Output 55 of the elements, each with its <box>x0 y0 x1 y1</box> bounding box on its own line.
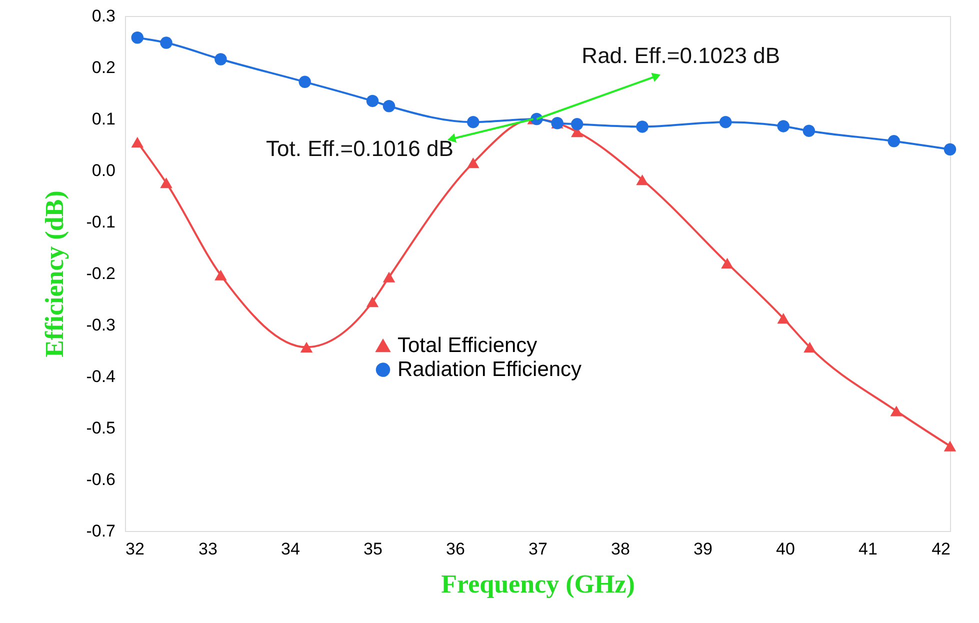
x-tick-label: 35 <box>364 540 382 558</box>
annotation: Tot. Eff.=0.1016 dB <box>266 136 454 161</box>
point <box>214 270 227 280</box>
y-tick-label: 0.1 <box>92 110 116 128</box>
x-tick-label: 41 <box>858 540 878 558</box>
x-tick-label: 39 <box>694 540 712 558</box>
point <box>888 135 900 148</box>
point <box>944 143 956 156</box>
annotation: Rad. Eff.=0.1023 dB <box>582 43 780 68</box>
legend-label: Total Efficiency <box>398 334 538 357</box>
point <box>131 136 144 148</box>
point <box>636 120 648 133</box>
point <box>214 53 227 66</box>
x-tick-label: 38 <box>611 540 630 558</box>
y-tick-label: -0.4 <box>86 367 116 386</box>
y-axis-title: Efficiency (dB) <box>40 190 70 358</box>
y-tick-label: -0.2 <box>86 264 116 283</box>
x-tick-label: 42 <box>932 540 950 558</box>
x-tick-label: 32 <box>126 540 144 558</box>
point <box>382 100 396 112</box>
x-tick-label: 34 <box>281 540 300 558</box>
point <box>298 76 311 88</box>
point <box>804 342 816 352</box>
point <box>802 124 816 137</box>
point <box>570 118 584 130</box>
y-tick-label: -0.7 <box>86 522 116 540</box>
legend-label: Radiation Efficiency <box>398 358 582 381</box>
point <box>719 116 732 128</box>
point <box>131 32 144 44</box>
point <box>366 94 379 108</box>
point <box>944 440 956 452</box>
point <box>366 296 379 308</box>
point <box>382 272 396 282</box>
y-tick-label: -0.1 <box>86 212 116 232</box>
point <box>890 406 902 416</box>
point <box>636 174 648 186</box>
y-tick-label: -0.5 <box>86 418 116 438</box>
point <box>777 120 790 132</box>
point <box>467 157 480 168</box>
point <box>160 178 172 188</box>
x-tick-label: 33 <box>198 540 218 558</box>
point <box>160 36 172 49</box>
y-tick-label: 0.2 <box>92 58 116 77</box>
y-tick-label: 0.0 <box>92 161 116 180</box>
y-tick-label: -0.6 <box>86 470 116 489</box>
point <box>300 342 313 352</box>
x-tick-label: 37 <box>528 540 548 558</box>
y-tick-label: -0.3 <box>86 316 116 334</box>
point <box>467 116 480 128</box>
x-tick-label: 36 <box>446 540 465 558</box>
x-axis-title: Frequency (GHz) <box>441 570 635 598</box>
point <box>777 313 790 324</box>
point <box>721 258 734 269</box>
x-tick-label: 40 <box>776 540 795 558</box>
y-tick-label: 0.3 <box>92 6 116 26</box>
